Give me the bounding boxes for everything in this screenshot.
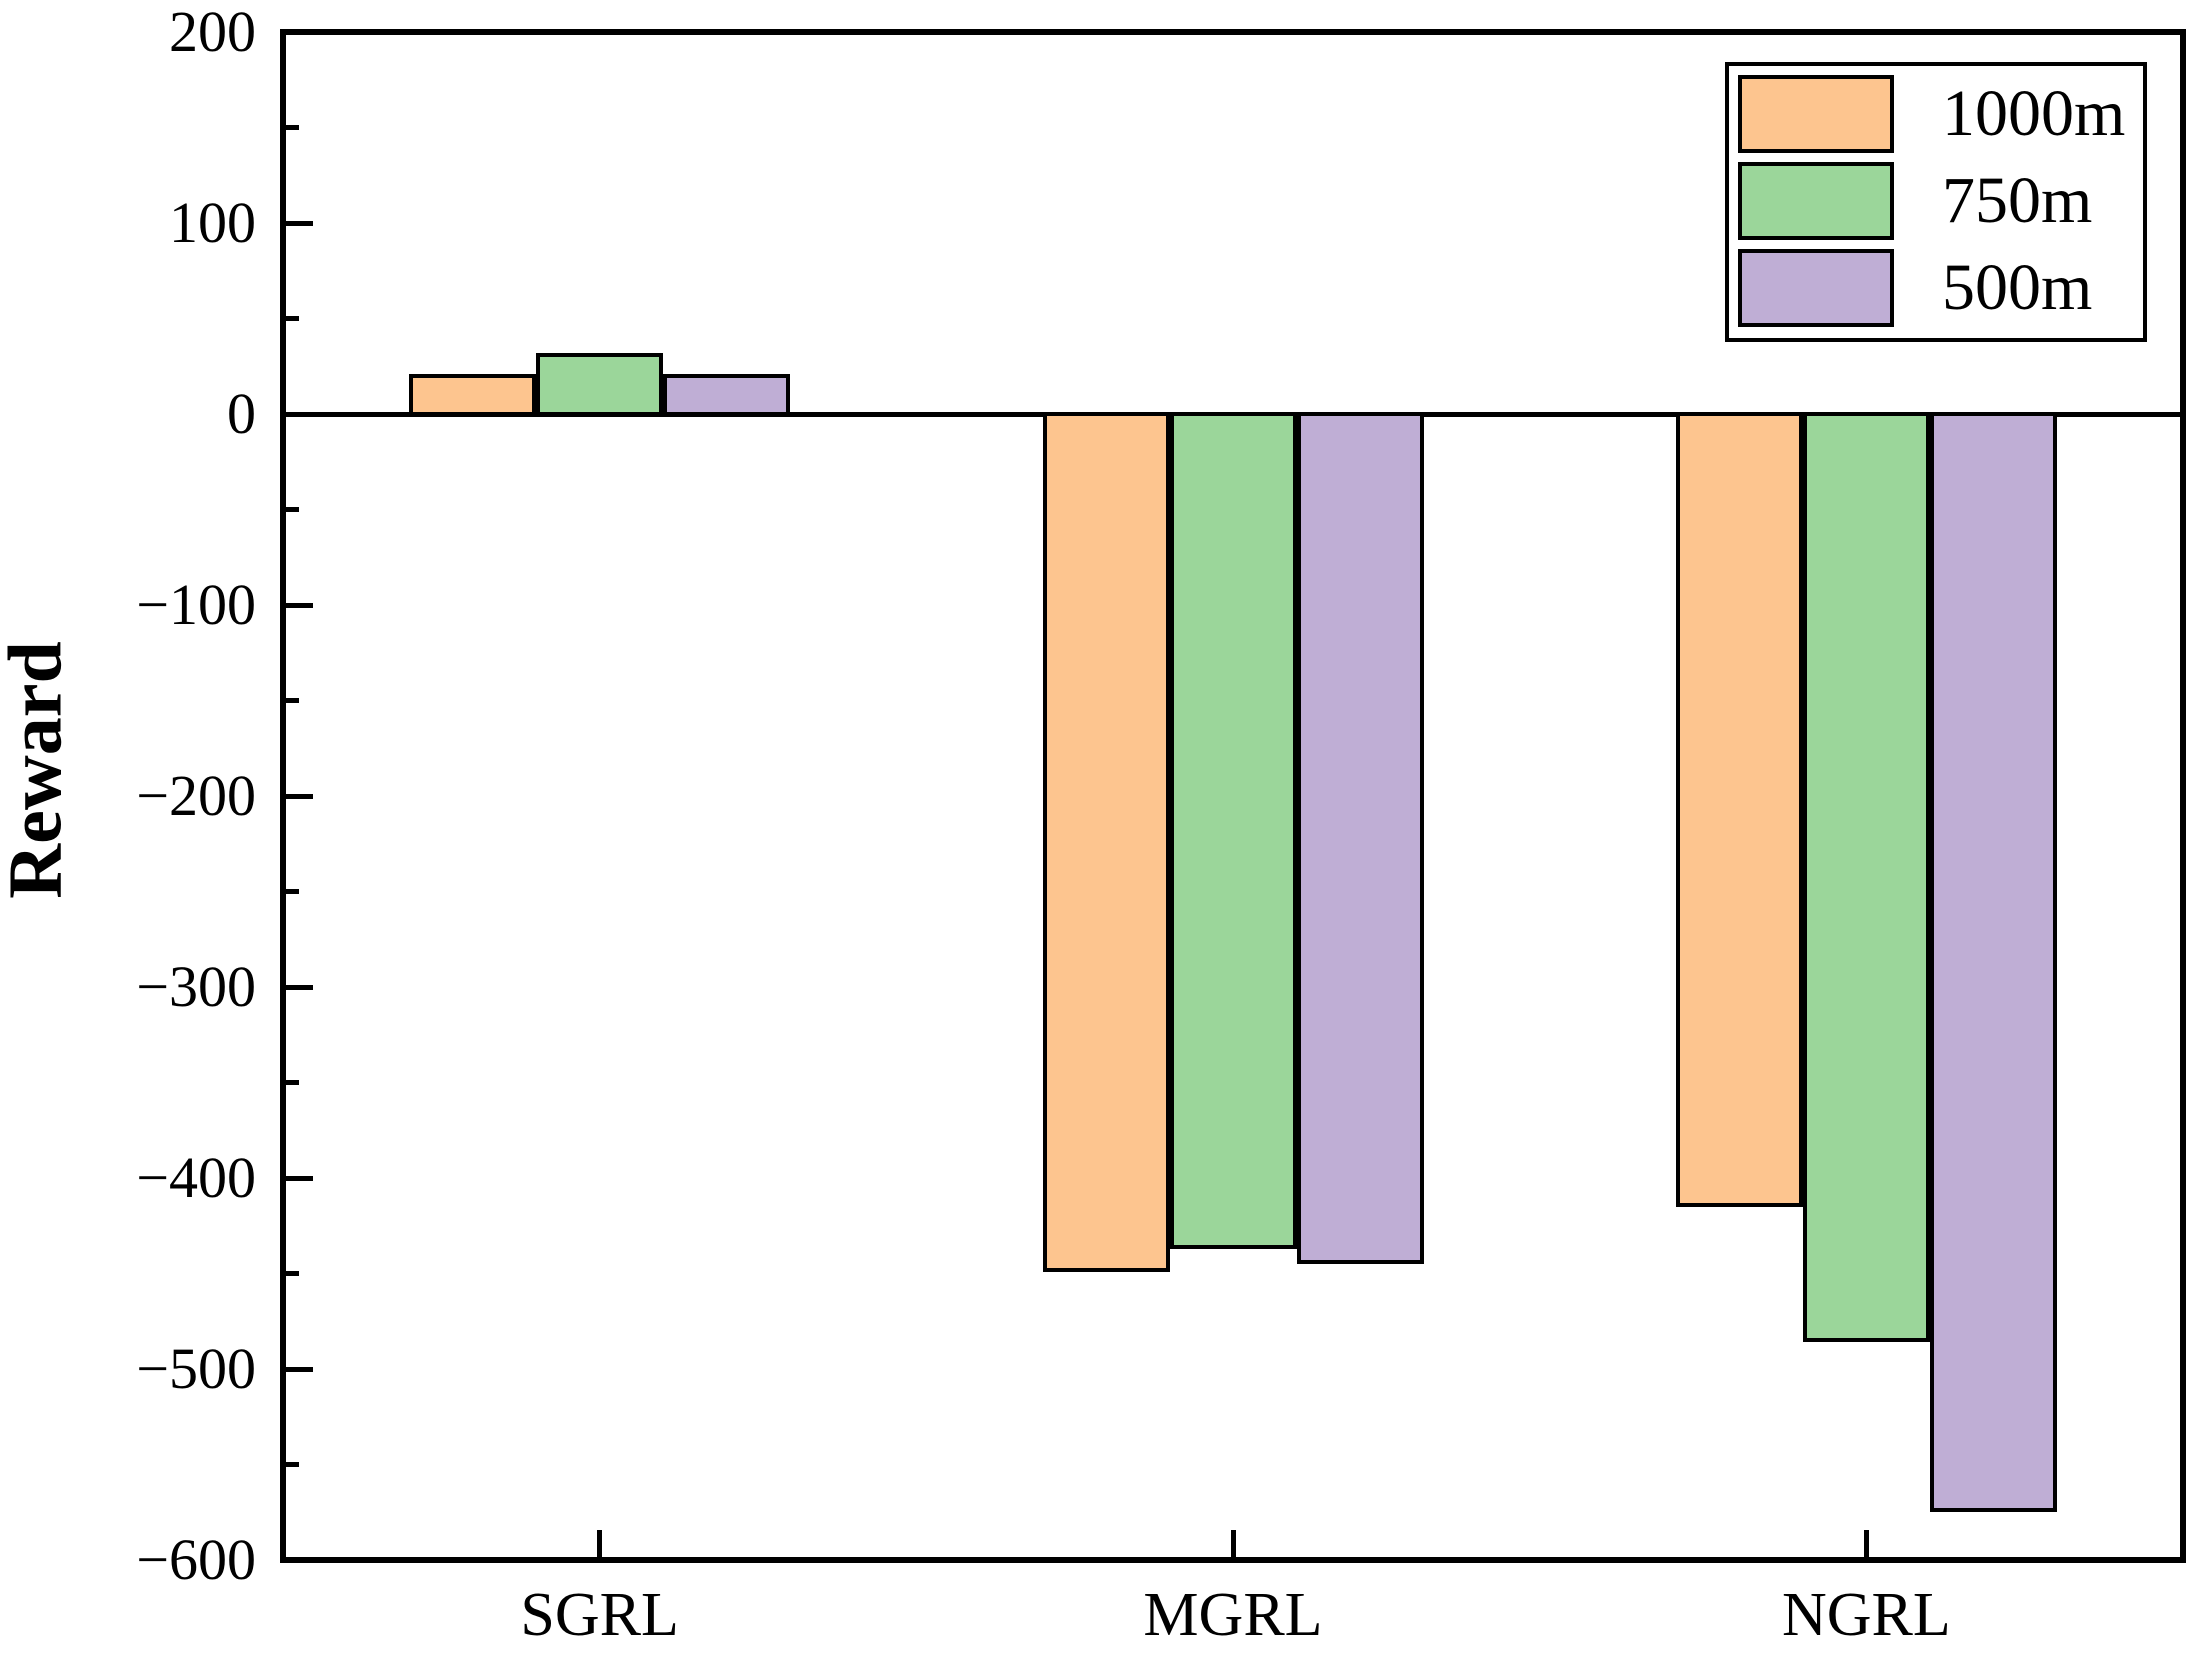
bar-750m-SGRL bbox=[536, 352, 664, 417]
y-tick-label--300: −300 bbox=[136, 954, 256, 1019]
legend-swatch-1000m bbox=[1738, 75, 1894, 153]
y-axis-title: Reward bbox=[0, 641, 78, 899]
y-tick-label--200: −200 bbox=[136, 763, 256, 828]
y-tick-label-100: 100 bbox=[169, 190, 256, 255]
bar-750m-NGRL bbox=[1802, 411, 1930, 1343]
y-major-tick--400 bbox=[283, 1175, 313, 1181]
y-tick-label-200: 200 bbox=[169, 0, 256, 64]
y-minor-tick-50 bbox=[283, 316, 299, 321]
legend: 1000m 750m 500m bbox=[1725, 62, 2147, 342]
y-major-tick--500 bbox=[283, 1366, 313, 1372]
y-tick-label--600: −600 bbox=[136, 1527, 256, 1592]
x-axis-tick-labels: SGRL MGRL NGRL bbox=[283, 1578, 2183, 1658]
y-tick-label--100: −100 bbox=[136, 572, 256, 637]
y-minor-tick-150 bbox=[283, 125, 299, 130]
y-axis-tick-labels: 200 100 0 −100 −200 −300 −400 −500 −600 bbox=[0, 0, 256, 1667]
x-tick-label-NGRL: NGRL bbox=[1781, 1581, 1951, 1649]
legend-label-1000m: 1000m bbox=[1942, 77, 2126, 150]
x-tick-MGRL bbox=[1230, 1530, 1236, 1560]
y-minor-tick--350 bbox=[283, 1080, 299, 1085]
bar-1000m-SGRL bbox=[409, 373, 537, 417]
legend-item-750m: 750m bbox=[1738, 161, 2143, 241]
y-tick-label-0: 0 bbox=[227, 381, 256, 446]
x-tick-label-MGRL: MGRL bbox=[1143, 1581, 1323, 1649]
legend-label-500m: 500m bbox=[1942, 251, 2093, 324]
bar-500m-NGRL bbox=[1929, 411, 2057, 1513]
y-major-tick--100 bbox=[283, 602, 313, 608]
legend-swatch-750m bbox=[1738, 162, 1894, 240]
y-minor-tick--550 bbox=[283, 1462, 299, 1467]
bar-500m-SGRL bbox=[663, 373, 791, 417]
legend-label-750m: 750m bbox=[1942, 164, 2093, 237]
legend-item-500m: 500m bbox=[1738, 248, 2143, 328]
y-major-tick--300 bbox=[283, 984, 313, 990]
y-minor-tick--50 bbox=[283, 507, 299, 512]
y-tick-label--500: −500 bbox=[136, 1336, 256, 1401]
bar-1000m-NGRL bbox=[1675, 411, 1803, 1207]
bar-1000m-MGRL bbox=[1042, 411, 1170, 1272]
y-minor-tick--450 bbox=[283, 1271, 299, 1276]
bar-750m-MGRL bbox=[1169, 411, 1297, 1249]
y-minor-tick--150 bbox=[283, 698, 299, 703]
y-major-tick--600 bbox=[283, 1557, 313, 1563]
y-major-tick-100 bbox=[283, 220, 313, 226]
legend-item-1000m: 1000m bbox=[1738, 74, 2143, 154]
legend-swatch-500m bbox=[1738, 249, 1894, 327]
x-tick-NGRL bbox=[1863, 1530, 1869, 1560]
y-major-tick-200 bbox=[283, 29, 313, 35]
x-tick-label-SGRL: SGRL bbox=[520, 1581, 679, 1649]
y-minor-tick--250 bbox=[283, 889, 299, 894]
y-major-tick--200 bbox=[283, 793, 313, 799]
y-tick-label--400: −400 bbox=[136, 1145, 256, 1210]
x-tick-SGRL bbox=[597, 1530, 603, 1560]
y-major-tick-0 bbox=[283, 411, 313, 417]
plot-area bbox=[283, 29, 2183, 1563]
bar-500m-MGRL bbox=[1296, 411, 1424, 1264]
